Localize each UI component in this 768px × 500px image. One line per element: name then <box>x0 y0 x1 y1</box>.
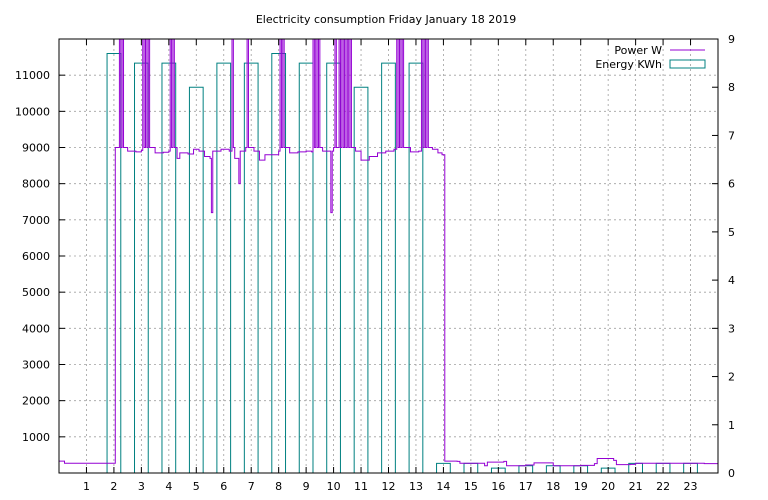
x-tick-label: 18 <box>546 480 560 493</box>
y-left-tick-label: 10000 <box>15 105 50 118</box>
y-left-tick-label: 3000 <box>22 359 50 372</box>
y-left-tick-label: 6000 <box>22 250 50 263</box>
y-left-tick-label: 1000 <box>22 431 50 444</box>
x-tick-label: 10 <box>327 480 341 493</box>
x-axis: 1 2 3 4 5 6 7 8 9 10 11 12 13 14 15 16 17 18 19 20 21 22 23 <box>83 39 698 493</box>
y-left-tick-label: 5000 <box>22 286 50 299</box>
y-left-tick-label: 9000 <box>22 142 50 155</box>
y-right-tick-label: 2 <box>728 371 735 384</box>
grid-lines <box>59 39 718 473</box>
legend-label-power: Power W <box>614 44 662 57</box>
x-tick-label: 22 <box>656 480 670 493</box>
x-tick-label: 23 <box>684 480 698 493</box>
energy-series <box>106 52 718 474</box>
y-right-tick-label: 8 <box>728 81 735 94</box>
x-tick-label: 19 <box>574 480 588 493</box>
x-tick-label: 17 <box>519 480 533 493</box>
x-tick-label: 11 <box>354 480 368 493</box>
x-tick-label: 5 <box>193 480 200 493</box>
legend-swatch-energy <box>669 59 706 69</box>
x-tick-label: 6 <box>220 480 227 493</box>
x-tick-label: 4 <box>165 480 172 493</box>
y-left-tick-label: 11000 <box>15 69 50 82</box>
energy-step-line <box>106 52 718 474</box>
x-tick-label: 14 <box>436 480 450 493</box>
x-tick-label: 12 <box>382 480 396 493</box>
y-right-tick-label: 5 <box>728 226 735 239</box>
chart-title: Electricity consumption Friday January 1… <box>256 13 516 26</box>
x-tick-label: 13 <box>409 480 423 493</box>
y-right-tick-label: 1 <box>728 419 735 432</box>
x-tick-label: 20 <box>601 480 615 493</box>
y-right-tick-label: 3 <box>728 322 735 335</box>
y-right-tick-label: 7 <box>728 129 735 142</box>
y-right-tick-label: 6 <box>728 178 735 191</box>
y-axis-left: 1000 2000 3000 4000 5000 6000 7000 8000 9000 1000… <box>15 69 65 444</box>
y-right-tick-label: 0 <box>728 467 735 480</box>
legend-label-energy: Energy KWh <box>595 58 662 71</box>
x-tick-label: 1 <box>83 480 90 493</box>
x-tick-label: 16 <box>491 480 505 493</box>
legend: Power W Energy KWh <box>595 44 706 71</box>
y-left-tick-label: 8000 <box>22 178 50 191</box>
x-tick-label: 21 <box>629 480 643 493</box>
x-tick-label: 2 <box>110 480 117 493</box>
x-tick-label: 3 <box>138 480 145 493</box>
y-axis-right: 0 1 2 3 4 5 6 7 8 9 <box>712 33 735 480</box>
y-right-tick-label: 9 <box>728 33 735 46</box>
x-tick-label: 7 <box>248 480 255 493</box>
x-tick-label: 15 <box>464 480 478 493</box>
x-tick-label: 8 <box>275 480 282 493</box>
power-series <box>59 38 719 467</box>
y-left-tick-label: 7000 <box>22 214 50 227</box>
y-left-tick-label: 2000 <box>22 395 50 408</box>
y-left-tick-label: 4000 <box>22 322 50 335</box>
y-right-tick-label: 4 <box>728 274 735 287</box>
power-line-path <box>59 38 719 467</box>
x-tick-label: 9 <box>303 480 310 493</box>
